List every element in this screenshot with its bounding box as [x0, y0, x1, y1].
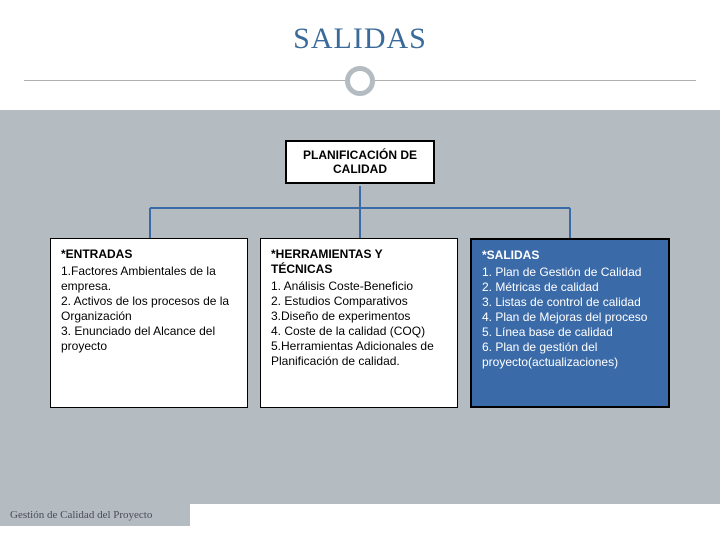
child-item: 5.Herramientas Adicionales de Planificac… — [271, 339, 447, 369]
child-item: 3. Enunciado del Alcance del proyecto — [61, 324, 237, 354]
connectors — [50, 186, 670, 238]
child-item: 2. Estudios Comparativos — [271, 294, 447, 309]
child-item: 4. Coste de la calidad (COQ) — [271, 324, 447, 339]
child-box-0: *ENTRADAS 1.Factores Ambientales de la em… — [50, 238, 248, 408]
child-item: 5. Línea base de calidad — [482, 325, 658, 340]
child-items: 1. Plan de Gestión de Calidad2. Métricas… — [482, 265, 658, 370]
diagram: PLANIFICACIÓN DE CALIDAD *ENTRADAS 1.Fact… — [50, 140, 670, 470]
child-item: 3.Diseño de experimentos — [271, 309, 447, 324]
child-title: *SALIDAS — [482, 248, 658, 263]
children-row: *ENTRADAS 1.Factores Ambientales de la em… — [50, 238, 670, 408]
child-box-2: *SALIDAS 1. Plan de Gestión de Calidad2. … — [470, 238, 670, 408]
ring-ornament — [345, 66, 375, 96]
header-area: SALIDAS — [0, 0, 720, 110]
child-item: 1. Plan de Gestión de Calidad — [482, 265, 658, 280]
footer-bar: Gestión de Calidad del Proyecto — [0, 504, 190, 526]
child-item: 1. Análisis Coste-Beneficio — [271, 279, 447, 294]
child-item: 4. Plan de Mejoras del proceso — [482, 310, 658, 325]
root-node: PLANIFICACIÓN DE CALIDAD — [285, 140, 435, 184]
child-item: 2. Métricas de calidad — [482, 280, 658, 295]
child-item: 1.Factores Ambientales de la empresa. — [61, 264, 237, 294]
child-items: 1. Análisis Coste-Beneficio2. Estudios C… — [271, 279, 447, 369]
child-items: 1.Factores Ambientales de la empresa.2. … — [61, 264, 237, 354]
child-item: 3. Listas de control de calidad — [482, 295, 658, 310]
connector-path — [150, 186, 570, 238]
slide: SALIDAS PLANIFICACIÓN DE CALIDAD *ENTRAD… — [0, 0, 720, 540]
child-box-1: *HERRAMIENTAS Y TÉCNICAS1. Análisis Cost… — [260, 238, 458, 408]
child-title: *ENTRADAS — [61, 247, 237, 262]
child-item: 2. Activos de los procesos de la Organiz… — [61, 294, 237, 324]
footer-text: Gestión de Calidad del Proyecto — [10, 509, 152, 521]
slide-title: SALIDAS — [0, 22, 720, 56]
child-title: *HERRAMIENTAS Y TÉCNICAS — [271, 247, 447, 277]
child-item: 6. Plan de gestión del proyecto(actualiz… — [482, 340, 658, 370]
